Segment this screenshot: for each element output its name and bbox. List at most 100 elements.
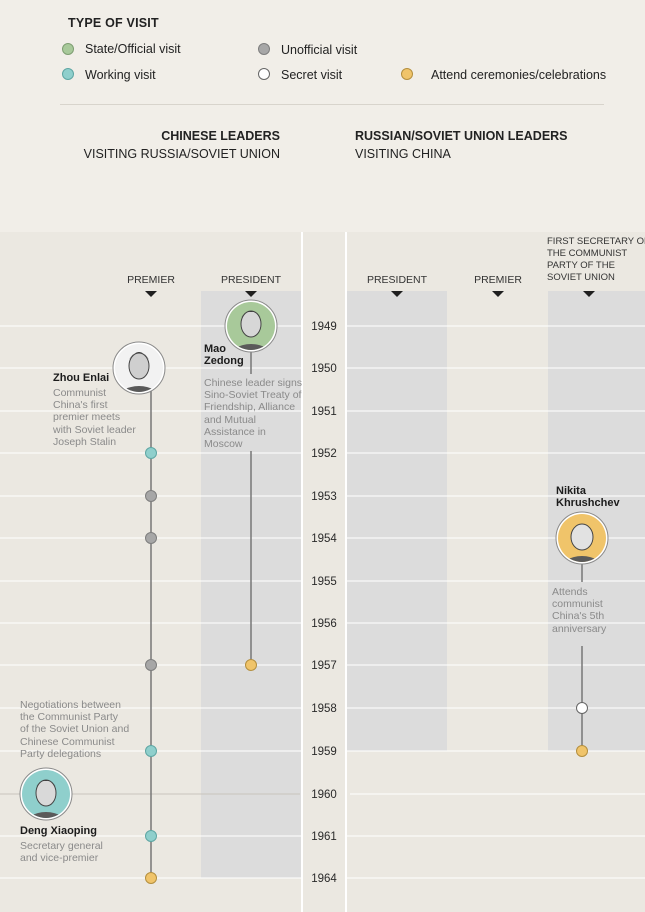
legend-label-state: State/Official visit — [85, 42, 181, 56]
year-label-1951: 1951 — [311, 406, 337, 418]
visit-marker-cn-premier-1964[interactable] — [145, 872, 157, 884]
column-header-ru-first-secretary-line-2: THE COMMUNIST — [547, 248, 627, 259]
negotiations-note: Negotiations between the Communist Party… — [20, 699, 129, 760]
zhou-enlai-note-line: premier meets — [53, 411, 121, 424]
year-label-1960: 1960 — [311, 789, 337, 801]
russian-leaders-subtitle: VISITING CHINA — [355, 147, 451, 161]
year-label-1949: 1949 — [311, 321, 337, 333]
mao-zedong-note-line: Friendship, Alliance — [204, 401, 296, 414]
column-arrow-cn-premier — [145, 291, 157, 297]
year-label-1957: 1957 — [311, 660, 337, 672]
khrushchev-note-line: Attends — [552, 586, 588, 598]
russian-leaders-heading: RUSSIAN/SOVIET UNION LEADERS VISITING CH… — [355, 127, 615, 163]
negotiations-note-line: Chinese Communist — [20, 735, 115, 748]
mao-zedong-note-line: Assistance in — [204, 425, 266, 438]
column-header-ru-first-secretary-line-4: SOVIET UNION — [547, 272, 615, 283]
band-ru-president — [347, 291, 447, 751]
mao-zedong-note: Chinese leader signs Sino-Soviet Treaty … — [204, 377, 302, 450]
year-label-1954: 1954 — [311, 533, 337, 545]
chinese-leaders-heading: CHINESE LEADERS VISITING RUSSIA/SOVIET U… — [70, 127, 280, 163]
deng-xiaoping-note-line: and vice-premier — [20, 852, 99, 865]
legend-title: TYPE OF VISIT — [68, 16, 159, 30]
visit-marker-cn-premier-1953[interactable] — [145, 490, 157, 502]
russian-leaders-title: RUSSIAN/SOVIET UNION LEADERS — [355, 129, 568, 143]
legend-label-unofficial: Unofficial visit — [281, 43, 358, 57]
negotiations-note-line: of the Soviet Union and — [20, 723, 130, 736]
column-header-cn-president: PRESIDENT — [221, 274, 282, 286]
column-arrow-ru-president — [391, 291, 403, 297]
visit-marker-ru-first-secretary-1959[interactable] — [576, 745, 588, 757]
zhou-enlai-note-line: Joseph Stalin — [53, 435, 117, 448]
negotiations-note-line: Party delegations — [20, 747, 102, 760]
year-label-1961: 1961 — [311, 831, 337, 843]
legend-label-working: Working visit — [85, 68, 156, 82]
negotiations-note-line: Negotiations between — [20, 699, 121, 711]
mao-zedong-name-line: Zedong — [204, 355, 244, 367]
column-arrow-ru-first-secretary — [583, 291, 595, 297]
year-label-1955: 1955 — [311, 576, 337, 588]
year-label-1964: 1964 — [311, 873, 337, 885]
mao-zedong-name: Mao Zedong — [204, 343, 244, 367]
mao-zedong-note-line: and Mutual — [204, 413, 256, 426]
legend-dot-unofficial — [258, 43, 270, 55]
mao-zedong-note-line: Chinese leader signs — [204, 377, 303, 389]
legend-dot-secret — [258, 68, 270, 80]
column-arrow-cn-president — [245, 291, 257, 297]
deng-xiaoping-note: Secretary general and vice-premier — [20, 840, 103, 864]
year-label-1950: 1950 — [311, 363, 337, 375]
chinese-leaders-subtitle: VISITING RUSSIA/SOVIET UNION — [83, 147, 280, 161]
khrushchev-note: Attends communist China's 5th anniversar… — [552, 586, 606, 635]
legend-panel: TYPE OF VISIT State/Official visit Unoff… — [0, 0, 645, 232]
column-header-ru-president: PRESIDENT — [367, 274, 428, 286]
negotiations-note-line: the Communist Party — [20, 711, 119, 724]
khrushchev-name: Nikita Khrushchev — [556, 485, 620, 509]
column-header-ru-premier: PREMIER — [474, 274, 522, 286]
deng-xiaoping-name: Deng Xiaoping — [20, 825, 97, 837]
visit-markers — [145, 447, 588, 884]
visit-marker-cn-premier-1961[interactable] — [145, 830, 157, 842]
zhou-enlai-portrait — [112, 341, 166, 395]
mao-zedong-portrait — [224, 299, 278, 353]
zhou-enlai-note-line: with Soviet leader — [53, 423, 136, 436]
column-header-ru-first-secretary-line-3: PARTY OF THE — [547, 260, 615, 271]
mao-zedong-name-line: Mao — [204, 343, 226, 355]
khrushchev-name-line: Nikita — [556, 485, 586, 497]
legend-divider — [60, 104, 604, 105]
khrushchev-note-line: China's 5th — [552, 610, 605, 623]
legend-label-ceremony: Attend ceremonies/celebrations — [431, 68, 607, 82]
khrushchev-note-line: communist — [552, 598, 603, 611]
zhou-enlai-note: Communist China's first premier meets wi… — [53, 387, 136, 448]
year-label-1959: 1959 — [311, 746, 337, 758]
year-axis-divider — [301, 232, 347, 912]
column-header-ru-first-secretary-line-1: FIRST SECRETARY OF — [547, 236, 645, 247]
column-header-cn-premier: PREMIER — [127, 274, 175, 286]
mao-zedong-note-line: Moscow — [204, 438, 243, 451]
timeline-svg: PREMIER PRESIDENT PRESIDENT PREMIER FIRS… — [0, 232, 645, 912]
mao-zedong-note-line: Sino-Soviet Treaty of — [204, 389, 302, 402]
zhou-enlai-note-line: China's first — [53, 399, 108, 412]
timeline-area: PREMIER PRESIDENT PRESIDENT PREMIER FIRS… — [0, 232, 645, 912]
visit-marker-cn-premier-1957[interactable] — [145, 659, 157, 671]
year-label-1958: 1958 — [311, 703, 337, 715]
year-label-1953: 1953 — [311, 491, 337, 503]
deng-xiaoping-portrait — [19, 767, 73, 821]
zhou-enlai-name: Zhou Enlai — [53, 372, 110, 384]
visit-marker-cn-premier-1952[interactable] — [145, 447, 157, 459]
legend-dot-ceremony — [401, 68, 413, 80]
khrushchev-note-line: anniversary — [552, 622, 607, 635]
visit-marker-ru-first-secretary-1958[interactable] — [576, 702, 588, 714]
zhou-enlai-note-line: Communist — [53, 387, 107, 399]
khrushchev-name-line: Khrushchev — [556, 497, 620, 509]
deng-xiaoping-note-line: Secretary general — [20, 840, 103, 852]
legend-label-secret: Secret visit — [281, 68, 343, 82]
visit-marker-cn-premier-1959[interactable] — [145, 745, 157, 757]
visit-marker-cn-president-1957[interactable] — [245, 659, 257, 671]
visit-marker-cn-premier-1954[interactable] — [145, 532, 157, 544]
column-arrow-ru-premier — [492, 291, 504, 297]
khrushchev-portrait — [555, 511, 609, 565]
legend-dot-working — [62, 68, 74, 80]
chinese-leaders-title: CHINESE LEADERS — [161, 129, 280, 143]
legend-dot-state — [62, 43, 74, 55]
year-labels: 1949 1950 1951 1952 1953 1954 1955 1956 1957 1958… — [311, 321, 337, 885]
year-label-1952: 1952 — [311, 448, 337, 460]
